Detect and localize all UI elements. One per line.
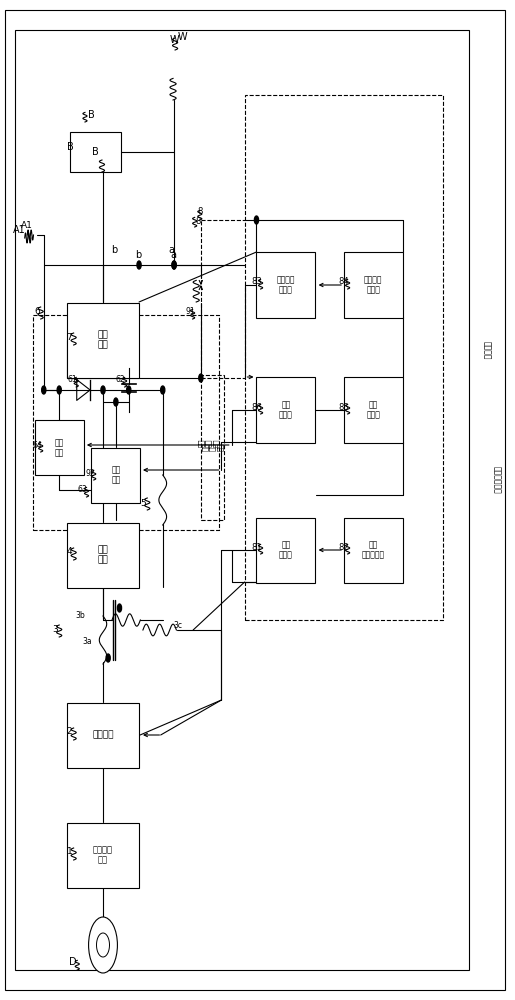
Text: 目标
电流设定部: 目标 电流设定部 bbox=[362, 540, 385, 560]
Bar bbox=[201, 375, 224, 520]
Text: 整流平滑
电路: 整流平滑 电路 bbox=[93, 845, 113, 865]
Text: 7: 7 bbox=[66, 332, 73, 342]
Bar bbox=[67, 702, 139, 768]
Text: 91: 91 bbox=[186, 308, 195, 316]
Text: 81: 81 bbox=[251, 542, 262, 552]
Bar bbox=[344, 518, 403, 582]
Text: b: b bbox=[111, 245, 117, 255]
Text: 焊接电源装置: 焊接电源装置 bbox=[492, 466, 502, 494]
Text: 62: 62 bbox=[116, 375, 125, 384]
Text: 充电
电路: 充电 电路 bbox=[111, 465, 121, 485]
Text: W: W bbox=[169, 35, 179, 45]
Text: 8: 8 bbox=[196, 218, 201, 227]
Text: 放电
控制部: 放电 控制部 bbox=[367, 400, 380, 420]
Text: 82: 82 bbox=[339, 542, 349, 552]
Bar bbox=[256, 377, 315, 442]
Circle shape bbox=[106, 654, 110, 662]
Text: 4: 4 bbox=[67, 548, 72, 556]
Circle shape bbox=[117, 604, 122, 612]
Text: 5: 5 bbox=[140, 498, 146, 508]
Bar bbox=[256, 252, 315, 318]
Text: b: b bbox=[135, 250, 141, 260]
Text: 61: 61 bbox=[67, 375, 77, 384]
Text: 3a: 3a bbox=[83, 638, 92, 647]
Bar bbox=[70, 132, 121, 172]
Text: 波形目标
设定部: 波形目标 设定部 bbox=[364, 275, 383, 295]
Circle shape bbox=[172, 261, 176, 269]
Text: 64: 64 bbox=[32, 440, 42, 450]
Text: 电压
叠加
电路: 电压 叠加 电路 bbox=[202, 443, 224, 451]
Text: 放电
电路: 放电 电路 bbox=[55, 438, 64, 458]
Circle shape bbox=[172, 261, 176, 269]
Bar bbox=[344, 377, 403, 442]
Text: 1: 1 bbox=[66, 848, 73, 856]
Text: 84: 84 bbox=[339, 277, 349, 286]
Bar bbox=[33, 315, 219, 530]
Circle shape bbox=[161, 386, 165, 394]
Bar bbox=[67, 302, 139, 377]
Text: a: a bbox=[170, 250, 176, 260]
Text: 逆变
电路: 逆变 电路 bbox=[98, 330, 108, 350]
Bar bbox=[344, 252, 403, 318]
Text: 3: 3 bbox=[53, 626, 59, 635]
Circle shape bbox=[42, 386, 46, 394]
Bar bbox=[67, 522, 139, 587]
Circle shape bbox=[254, 216, 259, 224]
Text: B: B bbox=[92, 147, 99, 157]
Text: 85: 85 bbox=[339, 402, 349, 412]
Text: 63: 63 bbox=[78, 486, 87, 494]
Text: 整流
电路: 整流 电路 bbox=[98, 545, 108, 565]
Text: 8: 8 bbox=[197, 207, 202, 216]
Text: 92: 92 bbox=[85, 468, 95, 478]
Bar bbox=[92, 448, 140, 502]
Text: W: W bbox=[178, 32, 187, 42]
Text: 逆变电路: 逆变电路 bbox=[92, 730, 114, 740]
Circle shape bbox=[101, 386, 105, 394]
Circle shape bbox=[199, 374, 203, 382]
Text: 6: 6 bbox=[34, 308, 40, 316]
Text: 2: 2 bbox=[67, 728, 72, 736]
Text: B: B bbox=[67, 142, 74, 152]
Text: 3b: 3b bbox=[75, 610, 84, 619]
Text: 电流
控制部: 电流 控制部 bbox=[279, 540, 293, 560]
Text: A1: A1 bbox=[21, 221, 32, 230]
Circle shape bbox=[57, 386, 61, 394]
Bar bbox=[256, 518, 315, 582]
Text: A1: A1 bbox=[13, 225, 26, 235]
Text: B: B bbox=[88, 110, 95, 120]
Text: 86: 86 bbox=[251, 402, 262, 412]
Text: 控制电路: 控制电路 bbox=[482, 341, 491, 359]
Bar bbox=[67, 822, 139, 888]
Text: D: D bbox=[70, 957, 77, 967]
Bar bbox=[15, 30, 469, 970]
Text: 充电
控制部: 充电 控制部 bbox=[279, 400, 293, 420]
Circle shape bbox=[137, 261, 141, 269]
Circle shape bbox=[89, 917, 117, 973]
Bar bbox=[245, 95, 443, 620]
Text: 极性切换
控制部: 极性切换 控制部 bbox=[277, 275, 295, 295]
Text: 3c: 3c bbox=[173, 620, 182, 630]
Text: 83: 83 bbox=[251, 277, 262, 286]
Bar bbox=[35, 420, 83, 475]
Text: a: a bbox=[168, 245, 174, 255]
Circle shape bbox=[127, 386, 131, 394]
Circle shape bbox=[114, 398, 118, 406]
Text: 电压
叠加
电路: 电压 叠加 电路 bbox=[198, 439, 219, 447]
